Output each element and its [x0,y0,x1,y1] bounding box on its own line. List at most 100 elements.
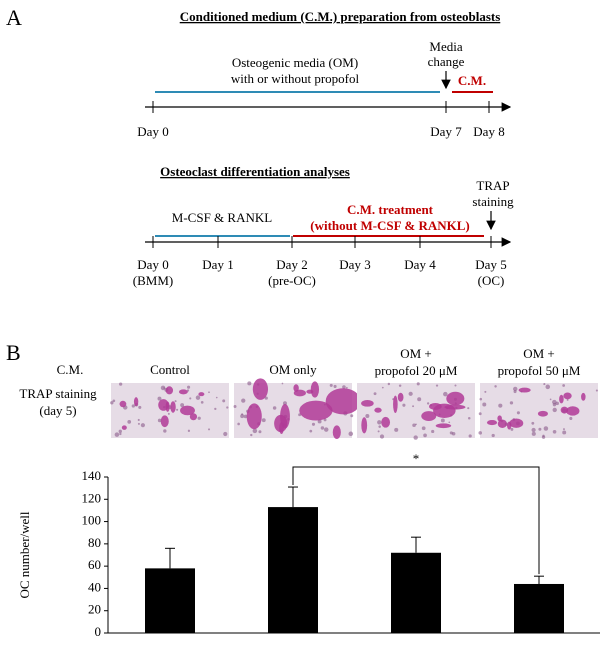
speckle [333,384,337,389]
speckle [250,433,253,437]
speckle [479,397,483,401]
speckle [423,433,427,438]
speckle [531,421,535,425]
speckle [200,401,204,404]
speckle [346,386,348,389]
cell [397,392,404,402]
speckle [112,399,116,403]
cell [170,401,176,413]
speckle [552,407,557,413]
cell [121,425,127,430]
day-label: Day 0 [137,257,168,272]
speckle [348,431,354,437]
speckle [282,401,287,406]
cell [189,413,198,421]
speckle [237,422,240,426]
speckle [562,384,566,387]
bar [145,568,195,633]
speckle [543,383,546,386]
condition-label: OM + [400,346,432,361]
speckle [562,430,567,435]
condition-label: OM only [269,362,317,377]
speckle [552,429,557,434]
speckle [408,391,413,396]
cell [325,388,361,415]
significance-bracket [292,466,540,575]
speckle [214,407,217,411]
speckle [258,430,262,434]
speckle [531,431,536,436]
speckle [381,386,384,389]
day-note: (BMM) [133,273,173,288]
speckle [233,405,237,409]
speckle [180,403,185,408]
speckle [516,411,520,415]
day-note: (pre-OC) [268,273,316,288]
speckle [377,420,382,425]
y-tick-label: 80 [88,535,101,550]
panel-label: A [6,5,22,30]
speckle [140,423,145,428]
speckle [373,392,377,396]
speckle [119,382,123,386]
speckle [160,385,166,391]
speckle [413,435,418,440]
speckle [448,421,451,424]
event-text: staining [472,194,514,209]
condition-label: OM + [523,346,555,361]
speckle [131,404,135,408]
speckle [329,383,333,387]
speckle [157,418,162,423]
speckle [261,418,266,423]
condition-label: propofol 20 μM [375,363,458,378]
cell [160,415,169,428]
speckle [195,395,201,400]
speckle [412,423,416,428]
speckle [549,398,552,401]
cell [299,400,333,421]
speckle [222,399,226,403]
event-text: TRAP [476,178,509,193]
speckle [176,408,179,411]
speckle [243,414,248,419]
speckle [398,384,402,387]
speckle [454,384,457,387]
speckle [531,427,536,433]
day-label: Day 0 [137,124,168,139]
bar [514,583,564,633]
timeline-title: Osteoclast differentiation analyses [160,164,350,179]
phase-text: M-CSF & RANKL [172,210,272,225]
speckle [498,403,503,408]
phase-text: C.M. [458,73,486,88]
speckle [431,429,435,434]
cell [279,421,284,434]
speckle [119,432,122,436]
speckle [252,428,258,434]
cell [507,421,512,430]
speckle [215,396,218,399]
cell [133,397,139,407]
cell [198,392,205,397]
speckle [440,418,445,423]
cell [486,420,498,426]
cell [509,418,524,428]
speckle [320,426,325,430]
cell [310,381,320,398]
event-text: change [428,54,465,69]
speckle [127,420,132,424]
cell [374,407,382,413]
cell [252,378,269,400]
speckle [482,402,487,407]
speckle [137,418,140,421]
y-tick-label: 100 [82,513,102,528]
speckle [443,391,448,397]
speckle [412,405,415,408]
day-label: Day 1 [202,257,233,272]
speckle [494,385,497,388]
speckle [387,382,391,386]
y-tick-label: 20 [88,602,101,617]
cell [497,419,507,429]
speckle [281,382,284,385]
phase-text: with or without propofol [231,71,360,86]
